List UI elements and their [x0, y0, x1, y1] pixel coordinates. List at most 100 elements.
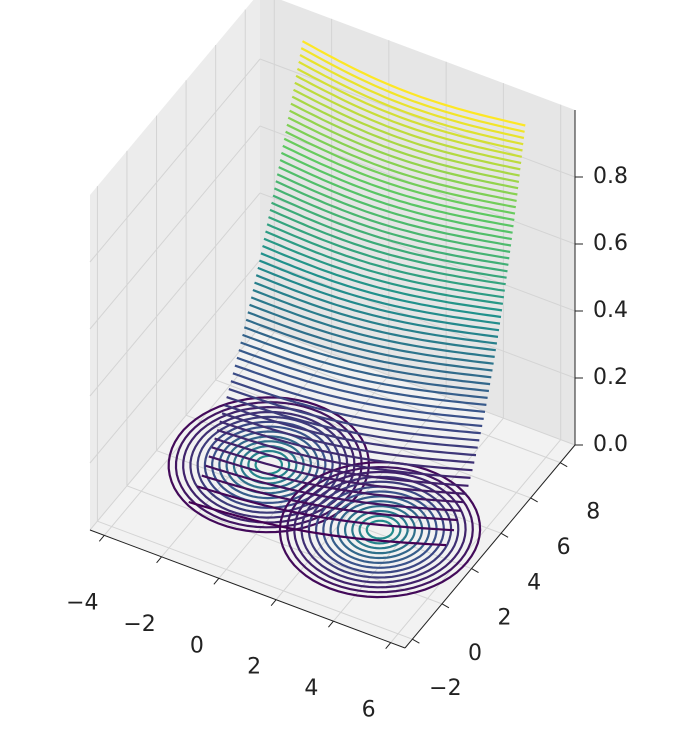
contour-line: [208, 455, 464, 504]
contour-line: [196, 485, 455, 532]
contour-line: [255, 274, 499, 338]
contour-line: [268, 216, 506, 286]
grid-line: [89, 192, 261, 397]
x-tick-label: 2: [247, 655, 261, 680]
contour-line: [216, 428, 471, 479]
tick-mark: [98, 535, 105, 542]
grid-line: [89, 259, 261, 464]
x-axis: [89, 529, 406, 649]
grid-line: [97, 520, 413, 640]
contour-line: [211, 425, 327, 505]
contour-line: [230, 380, 481, 435]
contour-line: [221, 412, 475, 464]
contour-line: [245, 318, 492, 379]
contour-line: [254, 281, 498, 345]
contour-line: [276, 173, 512, 247]
x-tick-label: 0: [190, 633, 204, 658]
contour-line: [289, 109, 519, 190]
contour-line: [232, 372, 483, 428]
contour-line: [293, 88, 521, 171]
contour-line: [322, 490, 438, 569]
tick-mark: [385, 642, 392, 649]
contour-line: [260, 252, 502, 319]
contour-line: [201, 474, 459, 522]
y-axis: [404, 444, 576, 649]
tick-mark: [328, 620, 334, 628]
contour-line: [301, 40, 526, 127]
grid-line: [185, 414, 502, 534]
contour-line: [258, 259, 501, 325]
y-tick-label: 0: [468, 641, 482, 666]
contour-line: [205, 464, 462, 512]
contour-line: [336, 500, 424, 560]
tick-mark: [530, 497, 538, 503]
contour-line: [278, 166, 512, 241]
grid-line: [390, 439, 562, 643]
contour-line: [291, 95, 520, 177]
contour-line: [273, 187, 510, 260]
y-tick-label: 6: [557, 535, 571, 560]
contour-line: [211, 446, 467, 495]
contour-line: [266, 223, 505, 292]
contour-line: [298, 60, 524, 146]
contour-line: [214, 437, 469, 487]
contour-line: [234, 364, 484, 420]
contour-line: [275, 180, 511, 253]
z-tick-label: 0.6: [593, 231, 628, 256]
tick-mark: [471, 568, 479, 573]
tick-mark: [412, 638, 420, 644]
contour-line: [279, 159, 513, 234]
contour-line: [300, 47, 525, 133]
contour-line: [257, 266, 500, 332]
contour-line: [329, 495, 431, 565]
contour-line: [224, 404, 477, 457]
y-tick-label: −2: [429, 676, 461, 701]
contour-line: [225, 435, 313, 495]
contour-line: [299, 54, 525, 140]
z-tick-label: 0.4: [593, 298, 628, 323]
contour-line: [307, 480, 453, 579]
tick-mark: [213, 577, 220, 585]
contour-line: [263, 237, 504, 305]
y-tick-label: 4: [527, 570, 541, 595]
grid-line: [245, 344, 561, 464]
z-tick-label: 0.8: [593, 164, 628, 189]
contour-line: [240, 341, 488, 399]
grid-line: [89, 58, 261, 263]
contour-line: [219, 420, 473, 472]
contour-line: [196, 415, 342, 514]
tick-mark: [500, 532, 509, 538]
contour-line: [285, 130, 516, 209]
contour-line: [314, 485, 446, 574]
contour-line: [247, 449, 291, 480]
contour-line: [286, 123, 517, 202]
contour-line: [232, 440, 305, 490]
y-tick-label: 2: [498, 606, 512, 631]
contour-line: [280, 151, 514, 228]
contour-line: [294, 81, 522, 165]
x-tick-label: −2: [123, 612, 155, 637]
tick-mark: [156, 556, 162, 564]
y-tick-label: 8: [586, 500, 600, 525]
contour-line: [262, 244, 503, 312]
contour-line: [287, 116, 518, 196]
contour-line: [265, 230, 505, 299]
contour-line: [236, 356, 486, 413]
contour-line: [226, 396, 478, 449]
x-tick-label: 6: [362, 698, 376, 723]
contour-line: [243, 326, 491, 386]
contour-line: [295, 74, 523, 158]
contour-line: [351, 509, 409, 550]
left-pane: [90, 0, 260, 530]
grid-line: [126, 485, 443, 605]
grid-line: [89, 125, 261, 330]
grid-line: [259, 259, 576, 379]
contour-line: [228, 388, 480, 442]
contour-line: [182, 405, 356, 524]
contour-line: [286, 465, 474, 594]
tick-mark: [441, 603, 450, 609]
contour-line: [272, 194, 509, 266]
grid-line: [89, 326, 261, 531]
contour-line: [252, 288, 496, 352]
contour-line: [188, 500, 447, 547]
